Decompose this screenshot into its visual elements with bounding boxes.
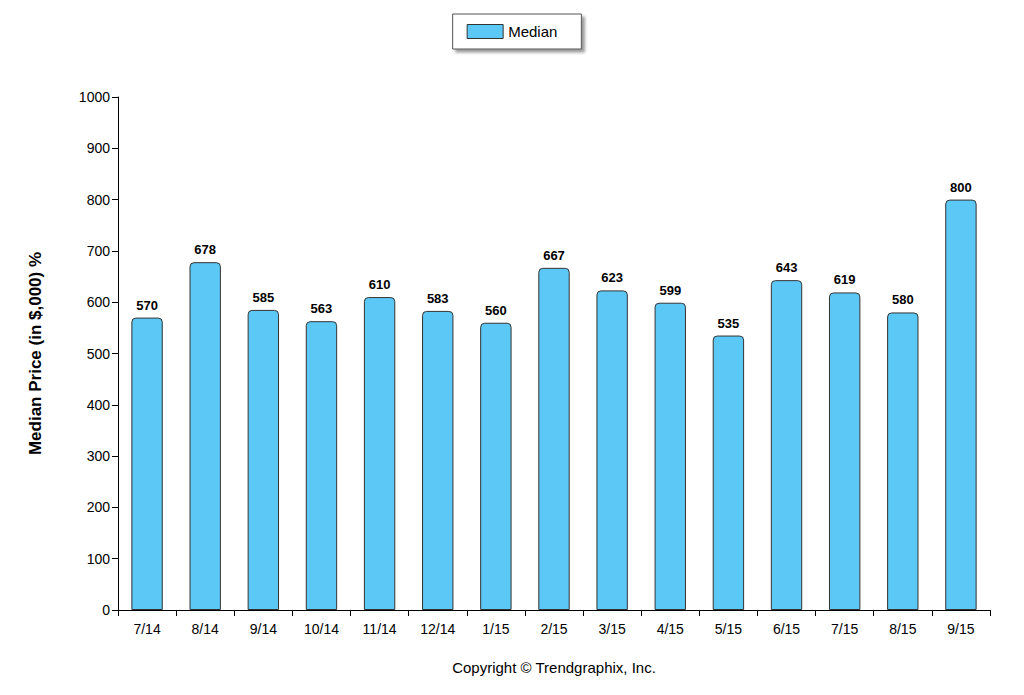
svg-text:300: 300 <box>87 448 111 464</box>
svg-text:623: 623 <box>601 270 623 285</box>
svg-text:0: 0 <box>102 602 110 618</box>
svg-text:599: 599 <box>659 283 681 298</box>
svg-text:500: 500 <box>87 346 111 362</box>
svg-text:800: 800 <box>87 192 111 208</box>
svg-text:12/14: 12/14 <box>420 621 455 637</box>
svg-text:7/15: 7/15 <box>831 621 858 637</box>
svg-text:585: 585 <box>252 290 274 305</box>
svg-text:643: 643 <box>776 260 798 275</box>
svg-text:8/14: 8/14 <box>192 621 219 637</box>
svg-text:100: 100 <box>87 551 111 567</box>
svg-text:2/15: 2/15 <box>540 621 567 637</box>
svg-text:Copyright © Trendgraphix, Inc.: Copyright © Trendgraphix, Inc. <box>452 659 656 676</box>
svg-text:4/15: 4/15 <box>657 621 684 637</box>
svg-text:1000: 1000 <box>79 89 110 105</box>
svg-text:Median Price (in $,000) %: Median Price (in $,000) % <box>26 252 45 455</box>
svg-text:678: 678 <box>194 242 216 257</box>
svg-text:600: 600 <box>87 294 111 310</box>
svg-text:5/15: 5/15 <box>715 621 742 637</box>
svg-text:583: 583 <box>427 291 449 306</box>
svg-text:700: 700 <box>87 243 111 259</box>
svg-text:900: 900 <box>87 140 111 156</box>
svg-text:1/15: 1/15 <box>482 621 509 637</box>
svg-text:11/14: 11/14 <box>363 621 397 637</box>
svg-text:200: 200 <box>87 499 111 515</box>
svg-text:610: 610 <box>369 277 391 292</box>
svg-text:6/15: 6/15 <box>773 621 800 637</box>
svg-text:8/15: 8/15 <box>889 621 916 637</box>
svg-text:580: 580 <box>892 292 914 307</box>
svg-text:9/14: 9/14 <box>250 621 277 637</box>
svg-text:3/15: 3/15 <box>599 621 626 637</box>
svg-text:7/14: 7/14 <box>133 621 160 637</box>
svg-text:10/14: 10/14 <box>304 621 339 637</box>
svg-text:9/15: 9/15 <box>947 621 974 637</box>
svg-text:400: 400 <box>87 397 111 413</box>
svg-text:570: 570 <box>136 298 158 313</box>
svg-text:563: 563 <box>311 301 333 316</box>
svg-text:667: 667 <box>543 248 565 263</box>
svg-text:800: 800 <box>950 180 972 195</box>
svg-text:535: 535 <box>718 316 740 331</box>
svg-text:619: 619 <box>834 272 856 287</box>
svg-text:Median: Median <box>508 23 557 40</box>
svg-text:560: 560 <box>485 303 507 318</box>
